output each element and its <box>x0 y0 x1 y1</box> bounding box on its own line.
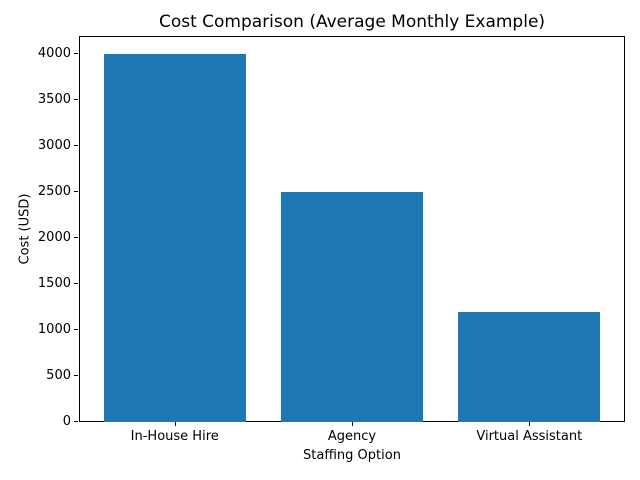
y-tick-mark <box>74 99 78 101</box>
y-tick-label: 3500 <box>37 92 71 108</box>
y-tick-mark <box>74 329 78 331</box>
y-tick-label: 500 <box>46 368 71 384</box>
y-tick-label: 3000 <box>37 138 71 154</box>
y-tick-mark <box>74 145 78 147</box>
x-tick-label: Agency <box>327 429 377 444</box>
y-tick-label: 2000 <box>37 230 71 246</box>
bar-virtual-assistant <box>458 311 601 422</box>
x-tick-mark <box>352 422 353 426</box>
y-tick-label: 0 <box>62 414 71 429</box>
y-tick-label: 2500 <box>37 184 71 200</box>
x-tick-mark <box>529 422 531 426</box>
y-tick-mark <box>74 421 78 422</box>
x-axis-label: Staffing Option <box>303 448 401 463</box>
bar-agency <box>281 192 423 422</box>
x-tick-mark <box>174 422 176 426</box>
bar-in-house-hire <box>103 54 246 422</box>
y-tick-mark <box>74 53 78 55</box>
plot-area <box>79 36 625 422</box>
y-tick-mark <box>74 375 78 377</box>
y-tick-label: 1000 <box>37 322 71 338</box>
x-tick-label: In-House Hire <box>130 429 219 444</box>
y-tick-label: 1500 <box>37 276 71 292</box>
y-tick-label: 4000 <box>37 46 71 62</box>
chart-title: Cost Comparison (Average Monthly Example… <box>158 12 546 32</box>
x-tick-label: Virtual Assistant <box>476 429 583 444</box>
y-axis-label: Cost (USD) <box>17 193 33 265</box>
y-tick-mark <box>74 191 78 193</box>
y-tick-mark <box>74 237 78 239</box>
y-tick-mark <box>74 283 78 285</box>
